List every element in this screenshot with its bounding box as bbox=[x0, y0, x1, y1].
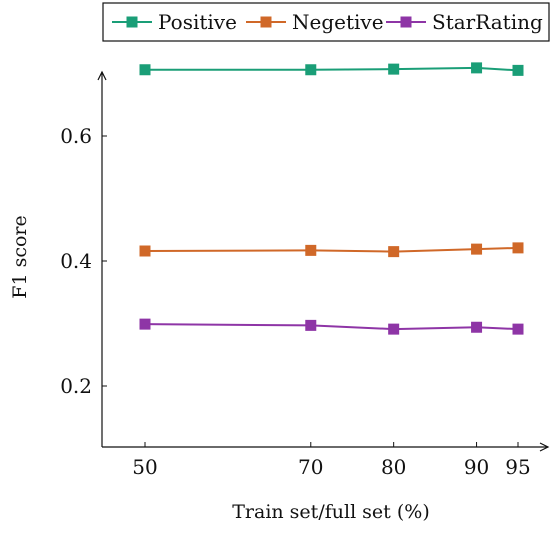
legend-label: StarRating bbox=[432, 10, 543, 34]
y-tick-label: 0.6 bbox=[60, 124, 92, 148]
data-point bbox=[305, 64, 317, 76]
series-negetive bbox=[139, 242, 524, 258]
legend-item: Positive bbox=[112, 10, 237, 34]
series-positive bbox=[139, 62, 524, 76]
x-tick-label: 50 bbox=[132, 455, 157, 479]
data-point bbox=[388, 323, 400, 335]
data-point bbox=[512, 323, 524, 335]
data-point bbox=[139, 64, 151, 76]
x-tick-label: 70 bbox=[298, 455, 323, 479]
data-point bbox=[388, 246, 400, 258]
legend: Positive Negetive StarRating bbox=[102, 2, 550, 42]
series-line bbox=[145, 66, 519, 72]
data-point bbox=[305, 319, 317, 331]
axes: 0.2 0.4 0.6 50 70 80 90 95 bbox=[60, 70, 550, 479]
legend-marker bbox=[126, 16, 138, 28]
series-starrating bbox=[139, 318, 524, 335]
data-point bbox=[471, 62, 483, 74]
legend-label: Positive bbox=[158, 10, 237, 34]
data-point bbox=[471, 321, 483, 333]
legend-label: Negetive bbox=[292, 10, 384, 34]
legend-box bbox=[102, 2, 550, 42]
data-point bbox=[388, 63, 400, 75]
x-tick-label: 95 bbox=[505, 455, 530, 479]
y-axis-arrow bbox=[97, 70, 107, 81]
x-axis-title: Train set/full set (%) bbox=[232, 501, 429, 523]
series-line bbox=[144, 246, 519, 253]
data-point bbox=[512, 64, 524, 76]
y-tick-label: 0.4 bbox=[60, 249, 92, 273]
x-axis-arrow bbox=[539, 442, 550, 452]
data-point bbox=[139, 245, 151, 257]
y-axis-title: F1 score bbox=[9, 215, 31, 298]
legend-marker bbox=[400, 16, 412, 28]
series-layer bbox=[139, 62, 524, 335]
y-tick-label: 0.2 bbox=[60, 374, 92, 398]
series-line bbox=[144, 323, 519, 331]
data-point bbox=[471, 243, 483, 255]
data-point bbox=[139, 318, 151, 330]
data-point bbox=[305, 244, 317, 256]
legend-item: Negetive bbox=[246, 10, 384, 34]
legend-marker bbox=[260, 16, 272, 28]
x-tick-label: 80 bbox=[381, 455, 406, 479]
legend-item: StarRating bbox=[386, 10, 543, 34]
data-point bbox=[512, 242, 524, 254]
x-tick-label: 90 bbox=[464, 455, 489, 479]
